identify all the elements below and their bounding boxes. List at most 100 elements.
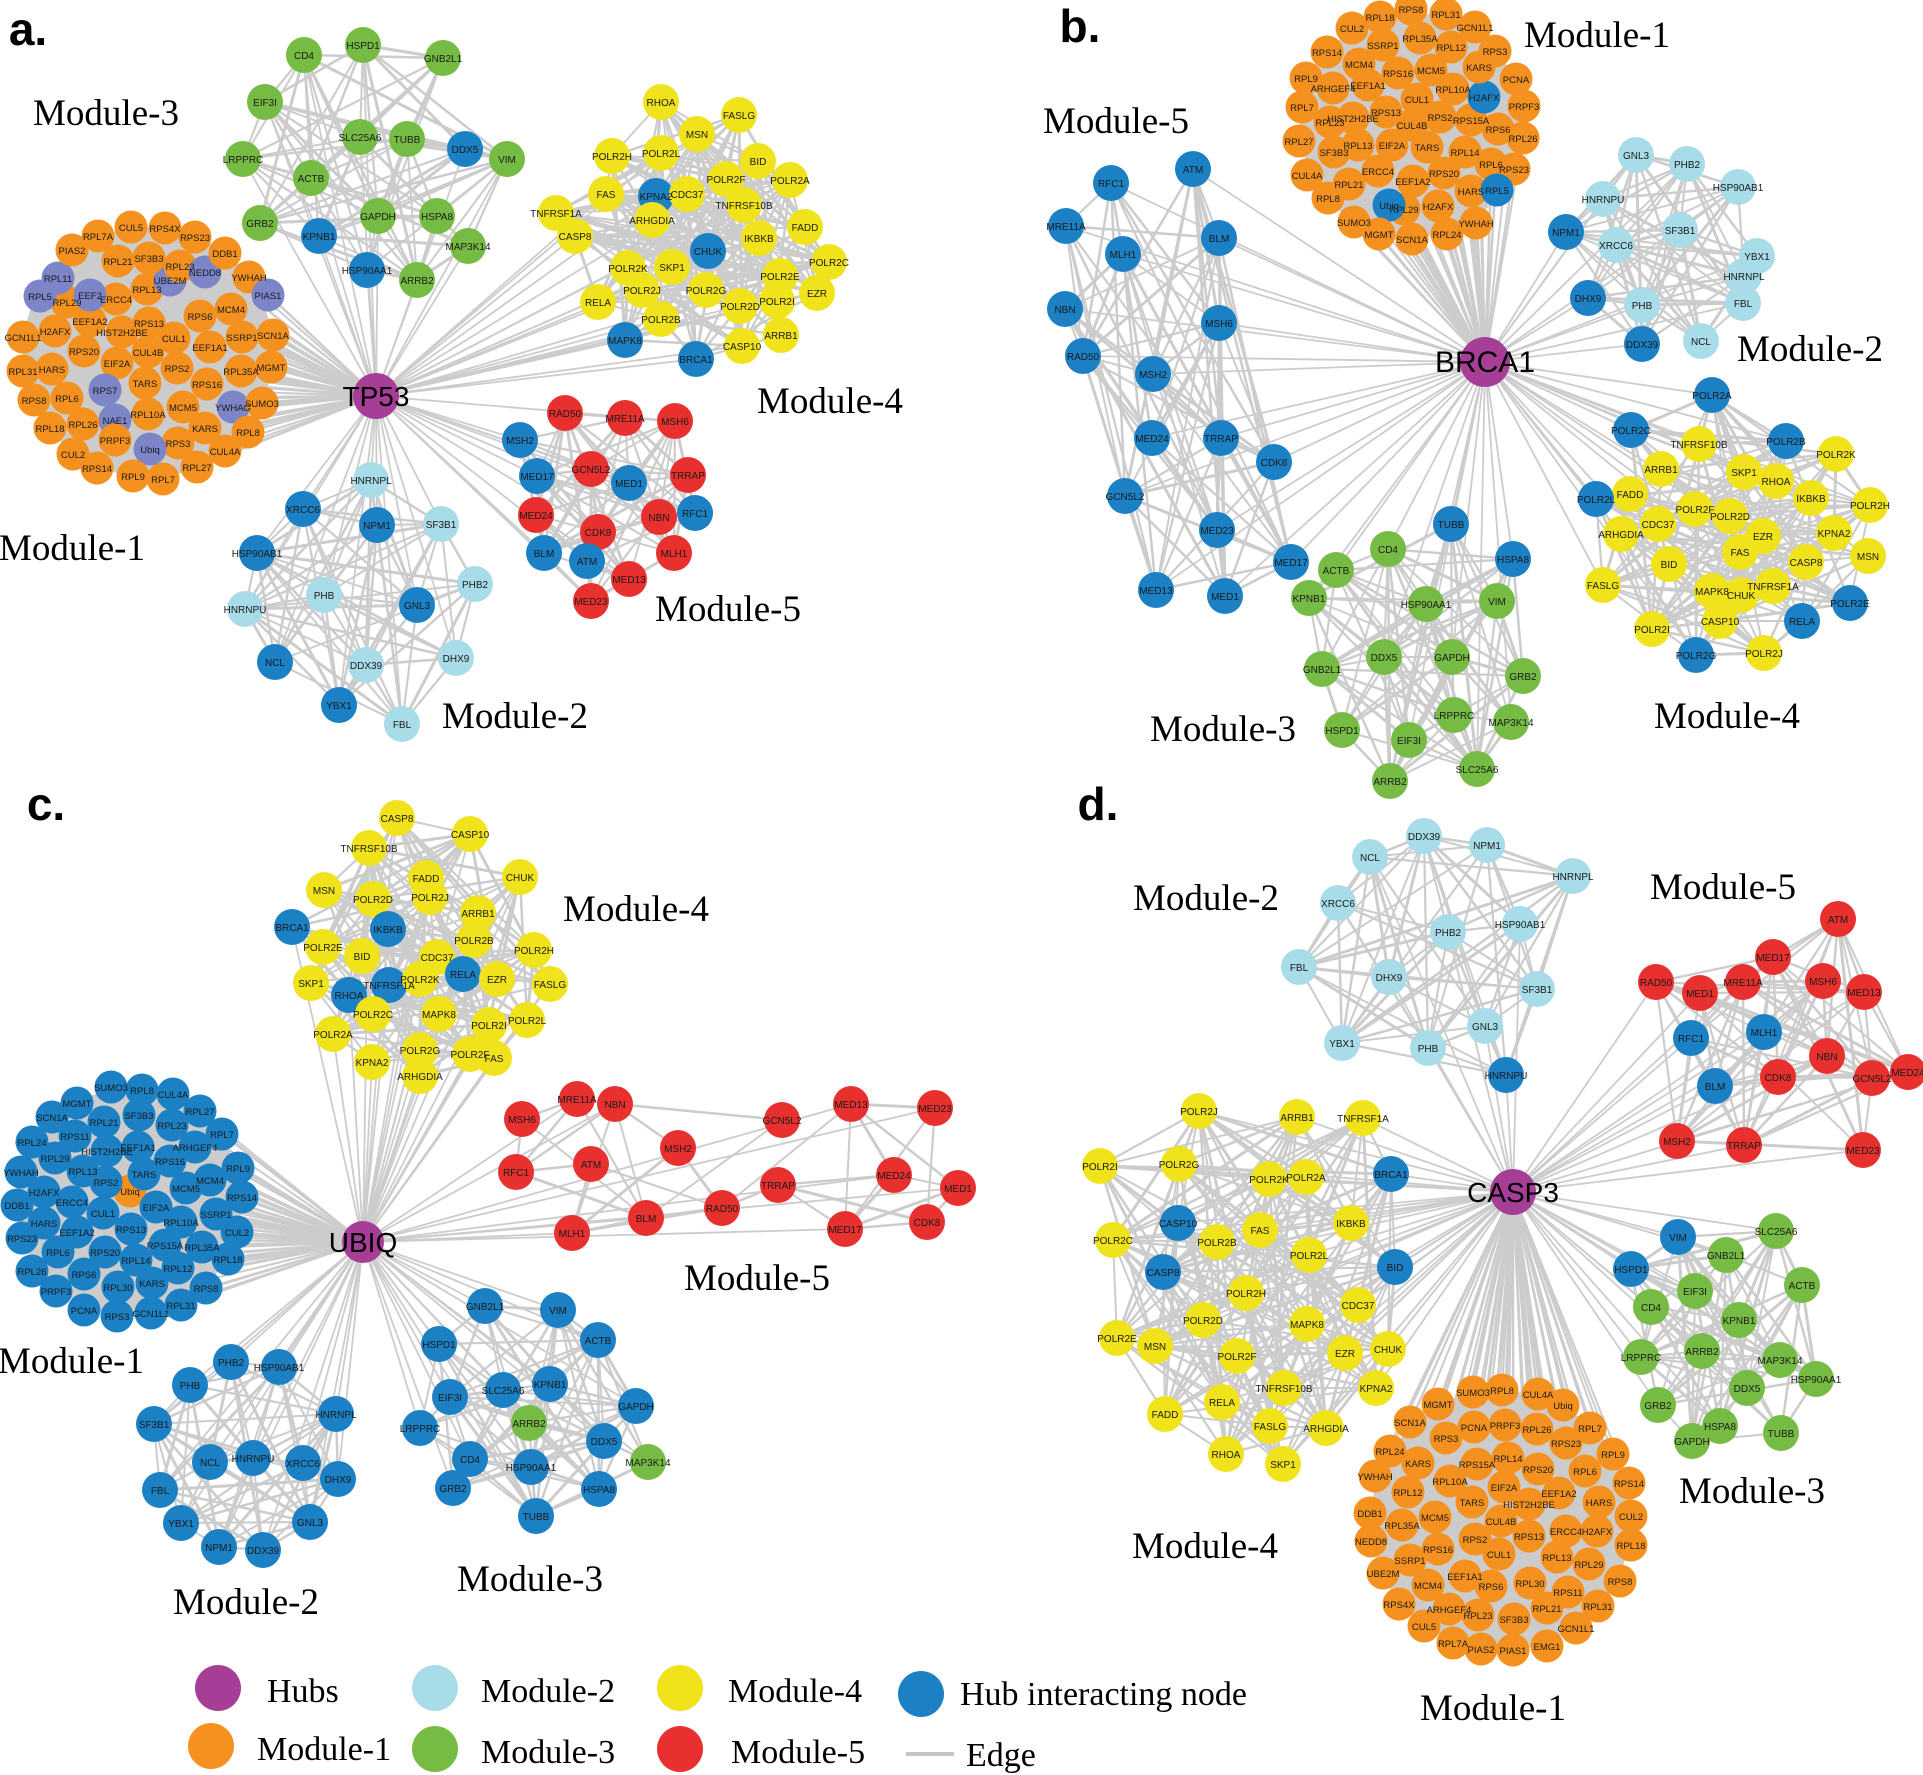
svg-text:POLR2B: POLR2B [641, 315, 681, 326]
svg-text:POLR2A: POLR2A [770, 176, 810, 187]
svg-text:PHB2: PHB2 [1435, 928, 1462, 939]
svg-text:RHOA: RHOA [1762, 477, 1791, 488]
svg-text:MSN: MSN [313, 886, 335, 897]
svg-text:MAPK8: MAPK8 [1290, 1320, 1324, 1331]
svg-text:SKP1: SKP1 [659, 263, 685, 274]
svg-text:NEDD8: NEDD8 [1355, 1537, 1387, 1548]
svg-text:RPL8: RPL8 [130, 1086, 154, 1097]
svg-text:SF3B1: SF3B1 [426, 520, 457, 531]
svg-text:HARS: HARS [1586, 1498, 1612, 1509]
svg-text:RPS14: RPS14 [82, 464, 112, 475]
svg-text:RPL9: RPL9 [121, 472, 145, 483]
svg-text:LRPPRC: LRPPRC [400, 1424, 441, 1435]
svg-text:HSP90AB1: HSP90AB1 [254, 1363, 305, 1374]
svg-text:PCNA: PCNA [1503, 75, 1530, 86]
svg-text:EEF1A2: EEF1A2 [1395, 177, 1430, 188]
svg-text:KPNB1: KPNB1 [303, 232, 336, 243]
svg-text:Module-3: Module-3 [33, 93, 179, 134]
svg-text:RPL7: RPL7 [1578, 1424, 1602, 1435]
svg-text:RPS20: RPS20 [1429, 169, 1459, 180]
svg-text:RPL29: RPL29 [1574, 1560, 1603, 1571]
svg-text:YBX1: YBX1 [1329, 1039, 1355, 1050]
svg-text:MED13: MED13 [1139, 586, 1173, 597]
svg-text:MAPK8: MAPK8 [608, 336, 642, 347]
svg-text:UBIQ: UBIQ [329, 1227, 397, 1258]
svg-text:PRPF3: PRPF3 [41, 1287, 72, 1298]
svg-text:HIST2H2BE: HIST2H2BE [96, 328, 148, 339]
svg-text:IKBKB: IKBKB [373, 925, 403, 936]
svg-text:RPS16: RPS16 [1423, 1545, 1453, 1556]
svg-text:CHUK: CHUK [1374, 1345, 1403, 1356]
svg-text:Module-1: Module-1 [0, 1341, 144, 1382]
svg-text:GNL3: GNL3 [1623, 151, 1650, 162]
svg-text:LRPPRC: LRPPRC [223, 155, 264, 166]
svg-text:MED24: MED24 [1891, 1068, 1923, 1079]
svg-text:RPL6: RPL6 [1573, 1467, 1597, 1478]
svg-text:GCN5L2: GCN5L2 [572, 465, 611, 476]
svg-text:H2AFX: H2AFX [40, 327, 71, 338]
svg-text:RPS11: RPS11 [1553, 1588, 1582, 1599]
svg-text:RPS2: RPS2 [165, 364, 190, 375]
svg-text:HSPA8: HSPA8 [583, 1485, 615, 1496]
svg-text:CASP10: CASP10 [1701, 617, 1740, 628]
svg-text:RPL31: RPL31 [8, 367, 37, 378]
svg-text:KPNA2: KPNA2 [1818, 529, 1851, 540]
svg-text:RPL14: RPL14 [1493, 1454, 1522, 1465]
svg-text:HNRNPU: HNRNPU [1582, 195, 1625, 206]
svg-text:MSN: MSN [1857, 552, 1879, 563]
svg-text:YWHAH: YWHAH [3, 1168, 39, 1179]
svg-text:CUL4B: CUL4B [1397, 121, 1428, 132]
svg-text:HSP90AA1: HSP90AA1 [342, 266, 393, 277]
svg-text:TNFRSF1A: TNFRSF1A [1747, 582, 1799, 593]
svg-text:RPS2: RPS2 [1463, 1535, 1488, 1546]
svg-text:PHB2: PHB2 [462, 580, 489, 591]
svg-text:MLH1: MLH1 [661, 549, 688, 560]
svg-text:NBN: NBN [1054, 305, 1075, 316]
svg-text:TARS: TARS [132, 1170, 157, 1181]
svg-text:TRRAP: TRRAP [671, 471, 705, 482]
svg-text:POLR2H: POLR2H [1850, 501, 1890, 512]
svg-text:MGMT: MGMT [1364, 230, 1393, 241]
svg-text:Module-1: Module-1 [1524, 15, 1670, 56]
svg-text:CDC37: CDC37 [1342, 1301, 1375, 1312]
svg-text:POLR2D: POLR2D [1183, 1316, 1223, 1327]
svg-text:RPL13: RPL13 [1343, 141, 1372, 152]
svg-text:HARS: HARS [39, 365, 65, 376]
svg-text:HNRNPL: HNRNPL [315, 1410, 357, 1421]
svg-text:SUMO3: SUMO3 [1456, 1388, 1490, 1399]
svg-text:MED17: MED17 [828, 1225, 862, 1236]
svg-text:RPL26: RPL26 [1522, 1425, 1551, 1436]
svg-text:BID: BID [1661, 560, 1678, 571]
svg-text:RPL7: RPL7 [210, 1130, 234, 1141]
svg-text:DDX5: DDX5 [1371, 653, 1398, 664]
svg-text:ATM: ATM [577, 557, 597, 568]
svg-text:POLR2A: POLR2A [313, 1030, 353, 1041]
svg-text:POLR2K: POLR2K [1816, 450, 1856, 461]
svg-text:Module-2: Module-2 [1133, 878, 1279, 919]
svg-text:RPL11: RPL11 [44, 274, 72, 285]
svg-text:PIAS1: PIAS1 [255, 291, 282, 302]
svg-text:CUL1: CUL1 [91, 1209, 115, 1220]
svg-text:H2AFX: H2AFX [29, 1188, 60, 1199]
svg-text:Module-5: Module-5 [731, 1734, 865, 1771]
svg-text:PHB: PHB [1632, 301, 1653, 312]
svg-text:FADD: FADD [1617, 490, 1644, 501]
svg-text:EIF3I: EIF3I [253, 98, 277, 109]
svg-text:CUL1: CUL1 [1405, 95, 1429, 106]
svg-text:POLR2G: POLR2G [400, 1046, 441, 1057]
svg-text:Module-2: Module-2 [481, 1673, 615, 1710]
svg-text:RHOA: RHOA [335, 991, 364, 1002]
svg-text:HARS: HARS [1458, 187, 1484, 198]
svg-text:DDX39: DDX39 [1408, 832, 1441, 843]
svg-text:NAE1: NAE1 [103, 416, 128, 427]
svg-text:POLR2D: POLR2D [720, 302, 760, 313]
svg-text:RPL26: RPL26 [1508, 134, 1537, 145]
svg-text:Ubiq: Ubiq [1379, 201, 1399, 212]
svg-text:ARHGEF4: ARHGEF4 [1311, 84, 1356, 95]
svg-text:RPL21: RPL21 [1334, 180, 1363, 191]
svg-text:RPS14: RPS14 [1614, 1479, 1644, 1490]
svg-text:CASP8: CASP8 [381, 814, 414, 825]
svg-text:RPL13: RPL13 [1542, 1553, 1571, 1564]
svg-text:EIF3I: EIF3I [438, 1393, 462, 1404]
svg-text:RPL21: RPL21 [89, 1118, 118, 1129]
